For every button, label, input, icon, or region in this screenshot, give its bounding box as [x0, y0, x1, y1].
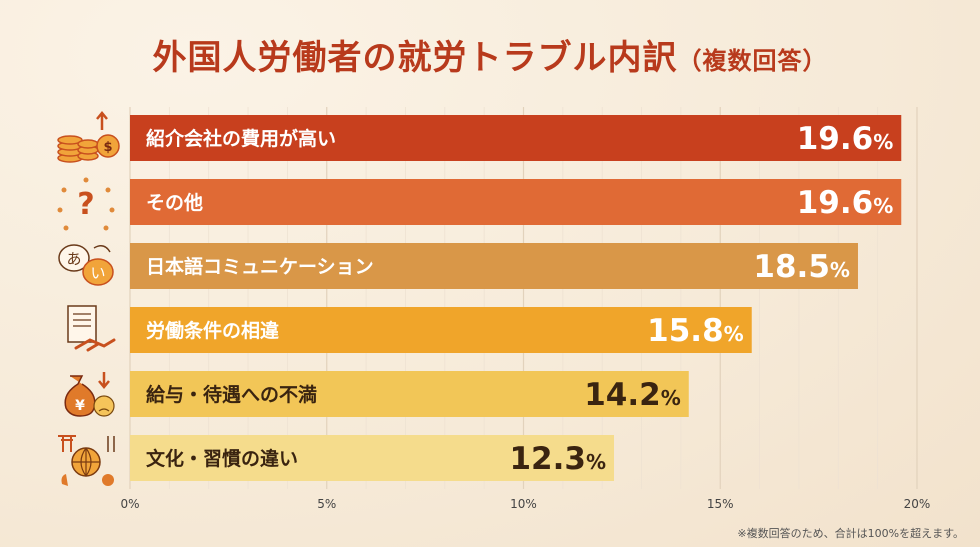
category-label: 日本語コミュニケーション: [146, 255, 374, 278]
x-tick-label: 0%: [120, 497, 139, 511]
value-label: 19.6%: [797, 185, 894, 221]
page-title: 外国人労働者の就労トラブル内訳（複数回答）: [0, 30, 980, 79]
value-label: 12.3%: [509, 441, 606, 477]
bar: [130, 115, 902, 161]
down-arrow-shape: [98, 372, 110, 389]
x-axis-ticks: 0% 5% 10% 15% 20%: [120, 497, 930, 511]
category-label: 文化・習慣の違い: [146, 447, 298, 470]
category-icons: $? あい ¥: [57, 111, 120, 486]
x-tick-label: 5%: [317, 497, 336, 511]
category-label: 紹介会社の費用が高い: [146, 127, 336, 150]
hiragana-i-glyph: い: [90, 264, 105, 282]
dot-shape: [83, 177, 89, 183]
globe-culture-icon: [58, 435, 115, 486]
value-label: 14.2%: [584, 377, 681, 413]
bar: [130, 179, 902, 225]
value-label: 19.6%: [797, 121, 894, 157]
footnote: ※複数回答のため、合計は100%を超えます。: [737, 527, 964, 540]
yen-glyph: ¥: [75, 398, 85, 414]
x-tick-label: 20%: [904, 497, 931, 511]
title-sub: （複数回答）: [677, 47, 828, 75]
money-bag-sad-face-icon: ¥: [64, 372, 115, 417]
coin-shape: [57, 135, 83, 145]
up-arrow-shape: [96, 111, 108, 130]
category-label: その他: [146, 191, 203, 214]
contract-handshake-icon: [67, 305, 116, 352]
dot-shape: [105, 187, 111, 193]
value-label: 18.5%: [753, 249, 850, 285]
bar: [130, 371, 689, 417]
category-label: 給与・待遇への不満: [146, 383, 317, 406]
chart-bars: 紹介会社の費用が高い 19.6% その他 19.6% 日本語コミュニケーション 18.5%…: [130, 115, 902, 481]
torii-gate-shape: [58, 435, 76, 452]
hiragana-a-glyph: あ: [66, 250, 81, 268]
x-tick-label: 10%: [510, 497, 537, 511]
question-glyph: ?: [77, 187, 94, 222]
dollar-sign-glyph: $: [103, 140, 112, 155]
dot-shape: [57, 207, 63, 213]
sad-face-shape: [93, 395, 115, 417]
utensils-shape: [107, 436, 115, 452]
globe-lines-shape: [72, 447, 100, 477]
handshake-shape: [74, 338, 116, 352]
language-speech-bubbles-icon: あい: [58, 244, 114, 286]
hand-shape: [61, 474, 68, 486]
coin-shape: [77, 139, 99, 149]
question-mark-icon: ?: [57, 177, 115, 231]
dot-shape: [109, 207, 115, 213]
dot-shape: [63, 225, 69, 231]
bar: [130, 307, 752, 353]
dot-shape: [61, 187, 67, 193]
speech-bubble-shape: [82, 258, 114, 286]
bar: [130, 435, 615, 481]
coins-money-icon: $: [57, 111, 120, 163]
person-shape: [102, 474, 114, 486]
dollar-coin-shape: [96, 134, 120, 158]
bar: [130, 243, 858, 289]
x-tick-label: 15%: [707, 497, 734, 511]
speech-bubble-shape: [58, 244, 90, 272]
dot-shape: [103, 225, 109, 231]
arrow-shape: [93, 245, 111, 253]
chart-grid: [129, 107, 918, 489]
title-main: 外国人労働者の就労トラブル内訳: [152, 38, 678, 78]
frown-shape: [98, 408, 110, 412]
category-label: 労働条件の相違: [146, 319, 279, 342]
document-shape: [67, 305, 97, 343]
value-label: 15.8%: [647, 313, 744, 349]
